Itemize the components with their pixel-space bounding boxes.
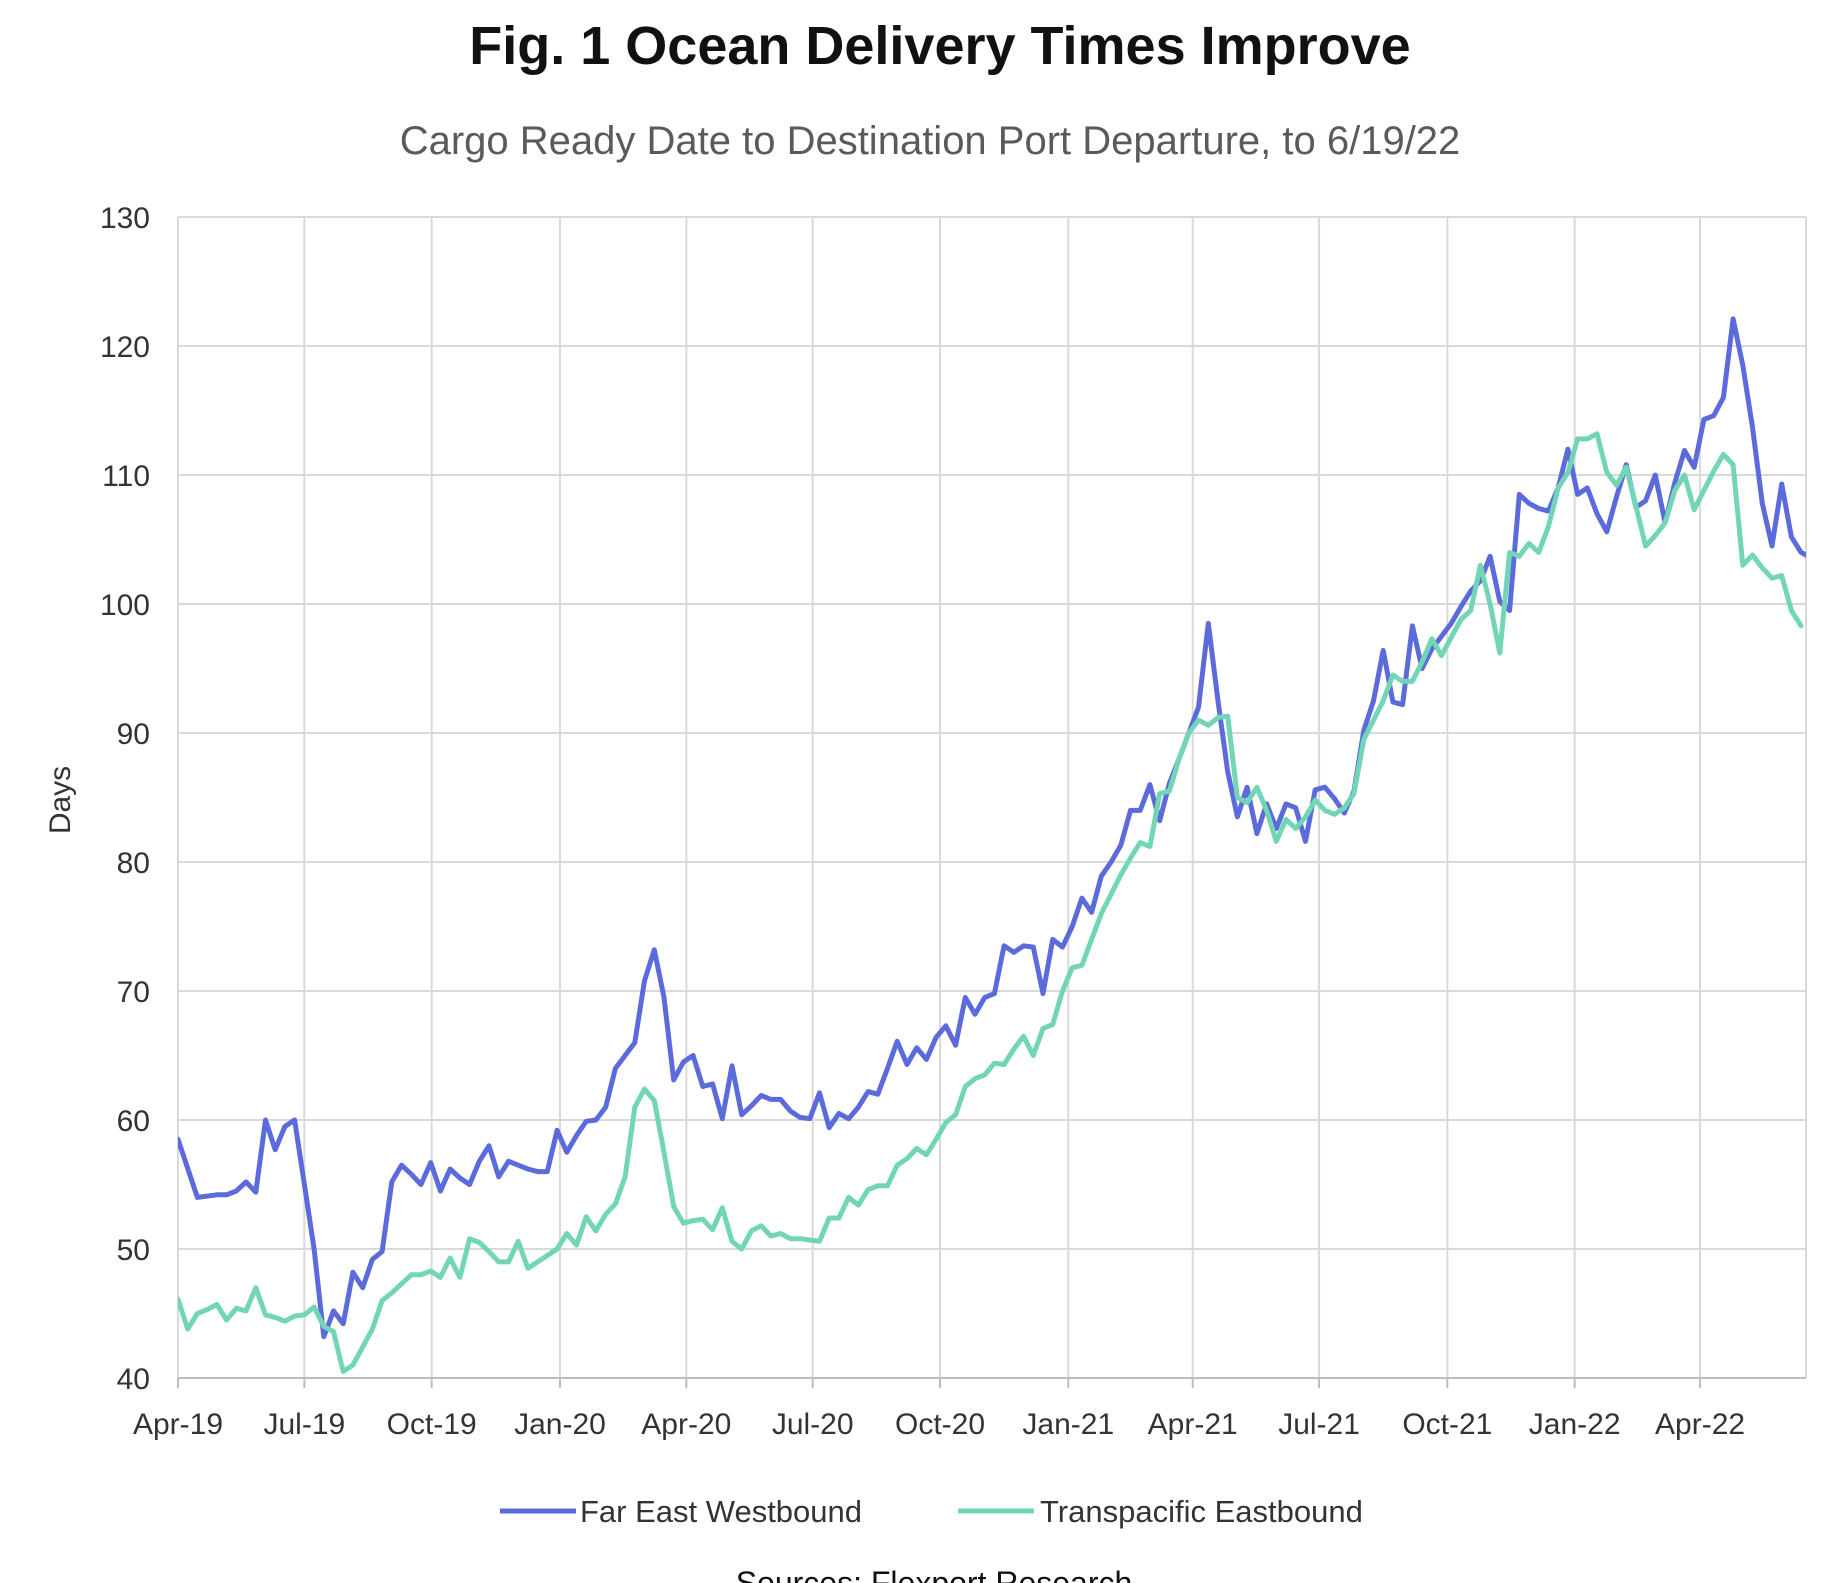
x-tick-label: Jul-19 — [263, 1408, 345, 1441]
x-tick-labels: Apr-19 Jul-19 Oct-19 Jan-20 Apr-20 Jul-20 Oct-… — [133, 1408, 1745, 1441]
y-tick-label: 120 — [100, 331, 150, 364]
legend-label: Far East Westbound — [580, 1494, 862, 1529]
y-tick-label: 50 — [117, 1234, 150, 1267]
legend: Far East Westbound Transpacific Eastbound — [500, 1494, 1363, 1529]
grid-layer — [177, 216, 1807, 1388]
series-line-transpacific-eastbound — [178, 431, 1804, 1374]
y-tick-label: 60 — [117, 1105, 150, 1138]
x-tick-label: Apr-20 — [641, 1408, 731, 1441]
x-tick-label: Oct-19 — [387, 1408, 477, 1441]
y-tick-label: 80 — [117, 847, 150, 880]
y-tick-label: 40 — [117, 1363, 150, 1396]
chart-title: Fig. 1 Ocean Delivery Times Improve — [469, 16, 1410, 76]
series-line-far-east-westbound — [178, 316, 1806, 1340]
chart-subtitle: Cargo Ready Date to Destination Port Dep… — [400, 119, 1461, 163]
x-tick-label: Jan-21 — [1022, 1408, 1114, 1441]
x-tick-label: Apr-21 — [1148, 1408, 1238, 1441]
y-tick-label: 90 — [117, 718, 150, 751]
x-tick-label: Apr-19 — [133, 1408, 223, 1441]
x-tick-label: Oct-20 — [895, 1408, 985, 1441]
x-tick-label: Oct-21 — [1402, 1408, 1492, 1441]
y-tick-labels: 40 50 60 70 80 90 100 110 120 130 — [100, 202, 150, 1396]
y-tick-label: 100 — [100, 589, 150, 622]
x-tick-label: Jul-20 — [772, 1408, 854, 1441]
x-tick-label: Jul-21 — [1278, 1408, 1360, 1441]
x-tick-label: Jan-20 — [514, 1408, 606, 1441]
legend-label: Transpacific Eastbound — [1040, 1494, 1363, 1529]
y-tick-label: 130 — [100, 202, 150, 235]
y-axis-label: Days — [44, 766, 77, 834]
y-tick-label: 70 — [117, 976, 150, 1009]
source-note: Sources: Flexport Research — [736, 1565, 1133, 1583]
x-tick-label: Apr-22 — [1655, 1408, 1745, 1441]
x-tick-label: Jan-22 — [1529, 1408, 1621, 1441]
series-layer — [178, 316, 1806, 1374]
y-tick-label: 110 — [102, 460, 150, 493]
